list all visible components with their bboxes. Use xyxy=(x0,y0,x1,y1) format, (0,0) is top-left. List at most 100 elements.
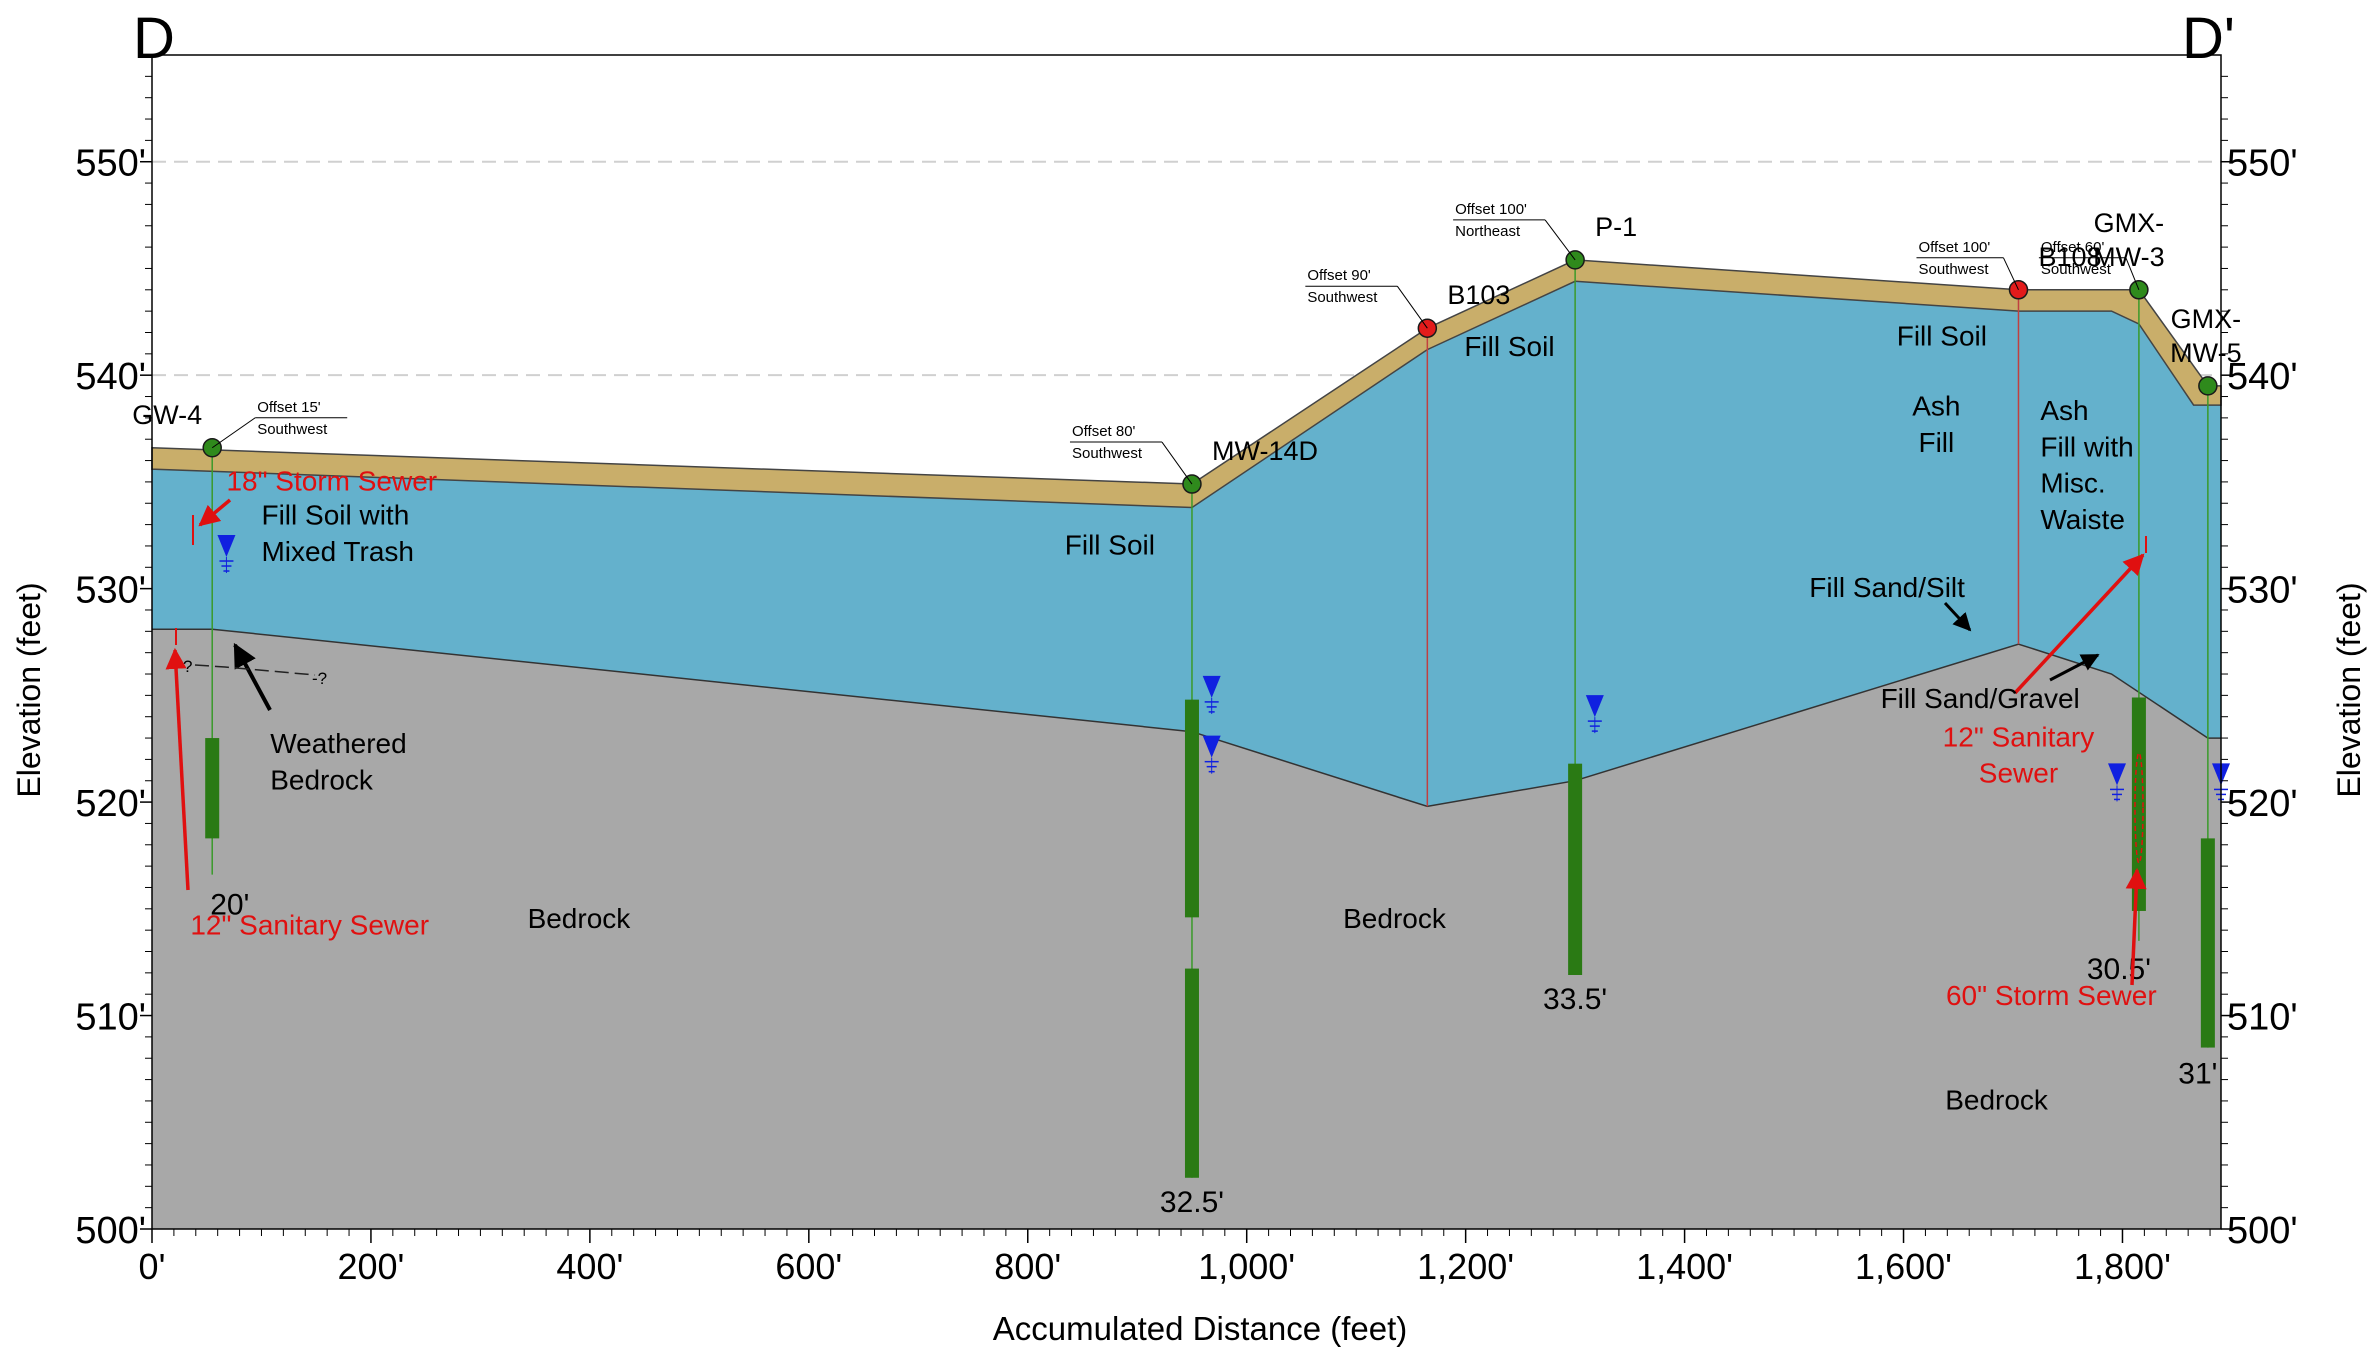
well-screen xyxy=(2200,838,2215,1048)
well-screen xyxy=(205,738,220,839)
x-tick-label: 0' xyxy=(139,1246,166,1287)
direction-label: Southwest xyxy=(1918,261,1989,278)
total-depth-label: 20' xyxy=(210,889,249,922)
direction-label: Southwest xyxy=(1072,445,1143,462)
total-depth-label: 31' xyxy=(2178,1058,2217,1091)
storm-sewer-60-pipe xyxy=(2134,752,2144,864)
water-level-symbol xyxy=(1202,735,1221,774)
storm-sewer-18-arrow xyxy=(198,498,232,527)
y-tick-label-left: 530' xyxy=(75,570,146,612)
y-tick-label-left: 540' xyxy=(75,356,146,398)
offset-leader xyxy=(211,417,256,449)
section-label-left: D xyxy=(133,6,175,71)
offset-label: Offset 90' xyxy=(1307,267,1371,284)
location-name: MW-3 xyxy=(2093,242,2165,272)
unit-label: Mixed Trash xyxy=(261,536,414,567)
x-tick-label: 400' xyxy=(556,1246,623,1287)
x-tick-label: 1,200' xyxy=(1417,1246,1514,1287)
unit-label: Fill with xyxy=(2040,431,2133,462)
y-tick-label-left: 510' xyxy=(75,997,146,1039)
stratigraphy-layers xyxy=(151,259,2222,1229)
water-levels xyxy=(217,535,2230,802)
unit-label: Misc. xyxy=(2040,468,2105,499)
utility-label: 12" Sanitary xyxy=(1943,722,2095,753)
water-level-symbol xyxy=(1585,695,1604,734)
water-triangle xyxy=(1585,695,1604,718)
x-tick-label: 1,800' xyxy=(2074,1246,2171,1287)
well-screen xyxy=(1184,968,1199,1178)
location-name: P-1 xyxy=(1595,212,1637,242)
y-tick-label-right: 530' xyxy=(2227,570,2298,612)
weathered-bedrock-arrow xyxy=(233,642,272,711)
x-axis-title: Accumulated Distance (feet) xyxy=(993,1310,1408,1347)
query-mark-right: -? xyxy=(312,669,327,688)
y-axis-title-right: Elevation (feet) xyxy=(2331,582,2367,797)
offset-leader xyxy=(2003,257,2019,291)
unit-label: Bedrock xyxy=(270,764,374,795)
location-p-1: P-1 Offset 100' Northeast 33.5' xyxy=(1453,201,1637,1016)
bedrock-layer xyxy=(152,629,2221,1229)
offset-leader xyxy=(2125,257,2140,290)
water-level-symbol xyxy=(2108,763,2127,802)
offset-leader xyxy=(1396,285,1428,329)
utility-label: 12" Sanitary Sewer xyxy=(190,909,429,940)
utility-label: 18" Storm Sewer xyxy=(226,465,437,496)
water-triangle xyxy=(1202,675,1221,698)
direction-label: Southwest xyxy=(257,421,328,438)
x-tick-label: 1,400' xyxy=(1636,1246,1733,1287)
offset-leader xyxy=(1544,219,1576,261)
location-name: GMX- xyxy=(2171,304,2242,334)
unit-label: Fill Soil xyxy=(1897,320,1987,351)
unit-label: Ash xyxy=(1912,391,1960,422)
location-b103: B103 Offset 90' Southwest xyxy=(1305,267,1510,807)
x-tick-label: 800' xyxy=(994,1246,1061,1287)
offset-label: Offset 60' xyxy=(2041,239,2105,256)
water-triangle xyxy=(217,535,236,558)
axes: 0' 200' 400' 600' 800' 1,000' 1,200' 1,400' 1,60… xyxy=(11,6,2367,1347)
water-triangle xyxy=(2108,763,2127,786)
unit-label: Fill xyxy=(1918,427,1954,458)
x-tick-label: 1,600' xyxy=(1855,1246,1952,1287)
well-screen xyxy=(2131,697,2146,911)
x-tick-label: 600' xyxy=(775,1246,842,1287)
location-gmx-mw-5: GMX- MW-5 31' xyxy=(2170,304,2242,1091)
y-tick-label-left: 520' xyxy=(75,783,146,825)
y-axis-title-left: Elevation (feet) xyxy=(11,582,47,797)
y-tick-label-left: 500' xyxy=(75,1210,146,1252)
unit-label: Fill Soil with xyxy=(261,500,409,531)
utility-label: Sewer xyxy=(1979,758,2058,789)
y-tick-label-right: 540' xyxy=(2227,356,2298,398)
query-mark-left: ? xyxy=(183,657,192,676)
total-depth-label: 30.5' xyxy=(2087,953,2151,986)
annotations: ? -? xyxy=(183,601,2100,711)
offset-label: Offset 80' xyxy=(1072,423,1136,440)
unit-label: Bedrock xyxy=(1945,1084,2049,1115)
y-tick-label-right: 550' xyxy=(2227,143,2298,185)
fill-sand-gravel-arrow xyxy=(2049,653,2100,682)
unit-labels: Fill Soil with Mixed Trash Fill Soil Fill S… xyxy=(190,320,2156,1115)
fill-sand-silt-arrow xyxy=(1943,601,1972,632)
unit-label: Fill Sand/Silt xyxy=(1809,572,1965,603)
offset-label: Offset 15' xyxy=(257,399,321,416)
utilities xyxy=(165,498,2147,986)
location-gw-4: GW-4 Offset 15' Southwest 20' xyxy=(132,399,348,922)
boring-locations: GW-4 Offset 15' Southwest 20' MW-14D Offset 8… xyxy=(132,201,2241,1219)
sanitary-sewer-12-left-arrow xyxy=(165,647,190,891)
well-marker xyxy=(2198,376,2218,396)
x-tick-label: 1,000' xyxy=(1198,1246,1295,1287)
unit-label: Bedrock xyxy=(1343,903,1447,934)
fill-layer xyxy=(152,281,2221,807)
query-contact-line xyxy=(194,664,316,676)
offset-label: Offset 100' xyxy=(1918,239,1990,256)
location-b108: B108 Offset 100' Southwest xyxy=(1916,239,2102,645)
y-tick-label-left: 550' xyxy=(75,143,146,185)
water-level-symbol xyxy=(1202,675,1221,714)
direction-label: Southwest xyxy=(2041,261,2112,278)
unit-label: Weathered xyxy=(270,728,406,759)
y-tick-label-right: 500' xyxy=(2227,1210,2298,1252)
unit-label: Bedrock xyxy=(528,903,632,934)
offset-label: Offset 100' xyxy=(1455,201,1527,218)
direction-label: Northeast xyxy=(1455,223,1521,240)
